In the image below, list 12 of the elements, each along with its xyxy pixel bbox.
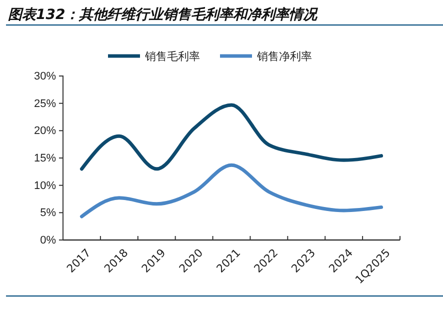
chart-title: 图表132：其他纤维行业销售毛利率和净利率情况 (8, 6, 320, 23)
y-tick-label: 25% (34, 98, 56, 110)
y-tick-label: 10% (34, 180, 56, 192)
y-tick-label: 15% (34, 152, 56, 165)
y-tick-label: 5% (40, 207, 56, 220)
y-tick-label: 30% (34, 70, 56, 83)
y-tick-label: 20% (34, 125, 56, 138)
legend-label: 销售毛利率 (144, 50, 200, 63)
legend-label: 销售净利率 (256, 50, 312, 63)
line-series (80, 103, 384, 171)
y-tick-label: 0% (40, 234, 56, 247)
line-series (80, 163, 384, 218)
